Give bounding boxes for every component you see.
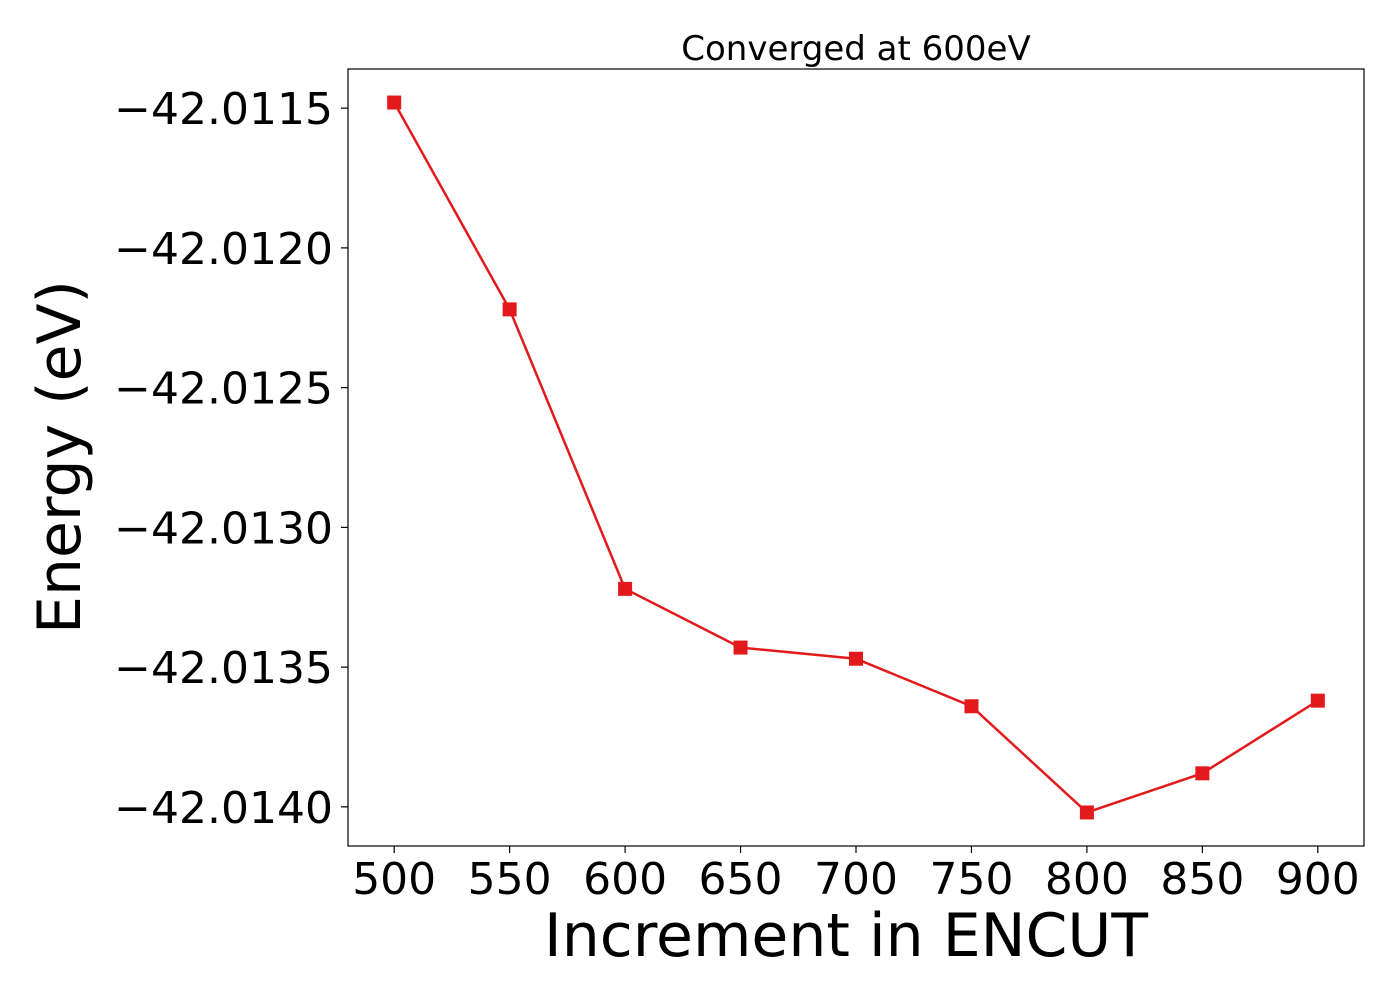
y-tick-label: −42.0125 — [114, 364, 333, 415]
x-tick-label: 500 — [352, 854, 436, 905]
x-tick-label: 750 — [929, 854, 1013, 905]
x-axis-label: Increment in ENCUT — [544, 901, 1148, 971]
series-line — [393, 101, 1319, 814]
x-tick-label: 850 — [1160, 854, 1244, 905]
series-layer — [387, 95, 1325, 820]
x-tick-label: 800 — [1045, 854, 1129, 905]
data-point — [387, 95, 402, 110]
x-tick-label: 700 — [814, 854, 898, 905]
data-point — [618, 581, 633, 596]
data-point — [1195, 766, 1210, 781]
data-point — [1079, 805, 1094, 820]
data-point — [849, 651, 863, 666]
x-axis-ticks: 500 550 600 650 700 750 800 850 900 — [352, 846, 1360, 905]
data-point — [733, 640, 748, 655]
x-tick-label: 650 — [699, 854, 783, 905]
y-axis-label: Energy (eV) — [25, 280, 95, 634]
data-point — [502, 302, 517, 317]
data-point — [964, 699, 979, 714]
y-tick-label: −42.0115 — [114, 84, 333, 135]
x-tick-label: 900 — [1276, 854, 1360, 905]
y-tick-label: −42.0120 — [114, 224, 333, 275]
chart-title: Converged at 600eV — [681, 29, 1030, 69]
data-point — [1310, 693, 1325, 708]
y-tick-label: −42.0135 — [114, 643, 333, 694]
y-tick-label: −42.0130 — [114, 503, 333, 554]
x-tick-label: 600 — [583, 854, 667, 905]
x-tick-label: 550 — [468, 854, 552, 905]
y-axis-ticks: −42.0115 −42.0120 −42.0125 −42.0130 −42.0135… — [114, 84, 348, 834]
plot-area-frame — [347, 68, 1365, 847]
y-tick-label: −42.0140 — [114, 783, 333, 834]
